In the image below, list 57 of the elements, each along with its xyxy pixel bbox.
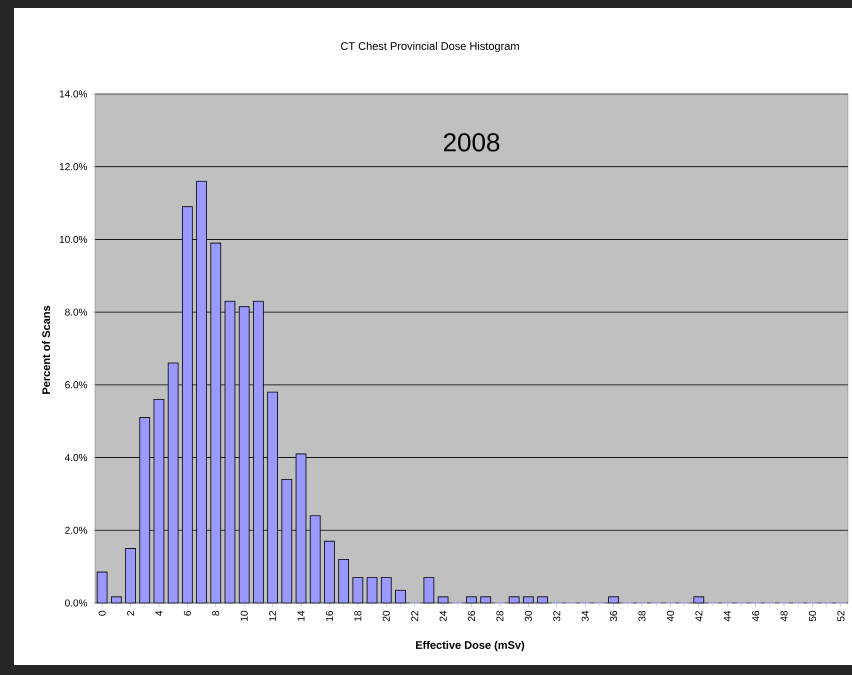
bar <box>466 596 477 604</box>
bar <box>480 596 492 604</box>
x-tick-label: 28 <box>496 610 504 622</box>
x-tick-label: 32 <box>553 611 560 622</box>
x-tick-label: 22 <box>411 611 418 622</box>
y-tick-label: 4.0% <box>64 454 88 462</box>
bar <box>608 596 619 604</box>
x-tick-label: 42 <box>695 611 702 622</box>
x-tick-label: 10 <box>240 610 248 621</box>
x-tick-label: 30 <box>524 610 532 622</box>
x-tick-label: 46 <box>752 610 760 622</box>
x-tick-label: 2 <box>127 611 134 616</box>
bar <box>366 577 378 604</box>
x-tick-label: 18 <box>354 610 362 621</box>
x-tick-label: 4 <box>155 610 162 616</box>
y-tick-label: 14.0% <box>60 90 88 98</box>
bar <box>693 596 704 604</box>
y-tick-label: 6.0% <box>65 381 88 388</box>
x-tick-label: 44 <box>724 610 731 622</box>
bar <box>395 590 406 604</box>
y-tick-label: 0.0% <box>65 599 88 607</box>
x-tick-label: 50 <box>808 610 816 622</box>
bar <box>96 572 108 604</box>
bar <box>338 558 350 604</box>
bar <box>537 596 548 604</box>
y-axis-title: Percent of Scans <box>42 306 50 394</box>
x-tick-label: 6 <box>184 610 191 616</box>
x-tick-label: 12 <box>269 611 276 621</box>
y-tick-label: 12.0% <box>60 163 88 170</box>
bar <box>324 540 335 604</box>
x-tick-label: 48 <box>780 610 788 622</box>
bar <box>508 596 520 604</box>
bar <box>522 596 534 604</box>
x-tick-label: 0 <box>98 610 106 616</box>
x-tick-label: 34 <box>582 610 589 622</box>
x-tick-label: 14 <box>298 610 304 621</box>
bar <box>438 596 448 604</box>
y-tick-label: 10.0% <box>60 236 88 243</box>
bar <box>352 577 364 604</box>
y-tick-label: 8.0% <box>65 308 88 316</box>
annotation: 2008 <box>444 133 500 152</box>
x-tick-label: 38 <box>638 610 646 622</box>
x-tick-label: 20 <box>382 610 390 622</box>
x-tick-label: 26 <box>468 610 476 622</box>
x-axis-title: Effective Dose (mSv) <box>416 640 524 652</box>
x-tick-label: 52 <box>837 611 844 622</box>
bar <box>125 548 136 604</box>
x-tick-label: 36 <box>610 610 618 622</box>
bar <box>424 577 434 604</box>
chart-title: CT Chest Provincial Dose Histogram <box>341 42 519 52</box>
bar <box>380 577 392 604</box>
x-tick-label: 8 <box>212 610 220 616</box>
bar <box>110 596 122 604</box>
x-tick-label: 40 <box>666 610 674 622</box>
x-tick-label: 24 <box>440 610 447 622</box>
y-tick-label: 2.0% <box>65 526 88 534</box>
x-tick-label: 16 <box>326 610 333 621</box>
